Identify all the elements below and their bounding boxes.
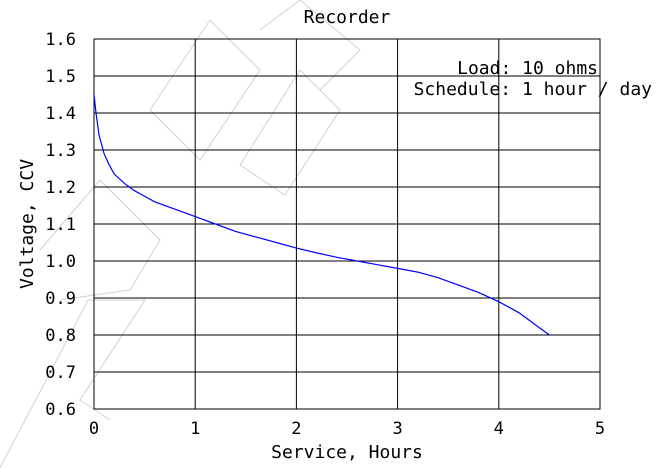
tick-labels: 0.6 0.7 0.8 0.9 1.0 1.1 1.2 1.3 1.4 1.5 1.6 0 1 2 3 4 5 [45, 30, 605, 439]
y-tick-label: 1.4 [45, 104, 76, 124]
y-tick-label: 1.6 [45, 30, 76, 50]
y-tick-label: 0.7 [45, 363, 76, 383]
watermark-stroke-1 [0, 299, 146, 468]
y-tick-label: 1.5 [45, 67, 76, 87]
y-tick-label: 1.1 [45, 215, 76, 235]
series-line [93, 94, 550, 336]
watermark-stroke-2 [39, 179, 161, 301]
watermark-stroke-3 [149, 19, 261, 161]
watermark-stroke-5 [259, 0, 361, 91]
annotation-load: Load: 10 ohms [457, 58, 598, 79]
watermark-logo [0, 0, 361, 468]
x-tick-label: 0 [89, 419, 99, 439]
y-axis-label: Voltage, CCV [17, 159, 38, 289]
x-tick-label: 1 [190, 419, 200, 439]
y-tick-label: 1.3 [45, 141, 76, 161]
x-tick-label: 3 [392, 419, 402, 439]
y-tick-label: 1.2 [45, 178, 76, 198]
x-axis-label: Service, Hours [271, 442, 423, 463]
y-tick-label: 0.6 [45, 400, 76, 420]
plot-frame [93, 38, 601, 410]
x-tick-label: 5 [595, 419, 605, 439]
chart-title: Recorder [304, 7, 391, 28]
y-tick-label: 0.9 [45, 289, 76, 309]
watermark-stroke-4 [239, 69, 341, 196]
y-tick-label: 1.0 [45, 252, 76, 272]
x-tick-label: 4 [494, 419, 504, 439]
x-tick-label: 2 [291, 419, 301, 439]
series-group [93, 94, 550, 336]
y-tick-label: 0.8 [45, 326, 76, 346]
annotation-schedule: Schedule: 1 hour / day [414, 79, 653, 100]
